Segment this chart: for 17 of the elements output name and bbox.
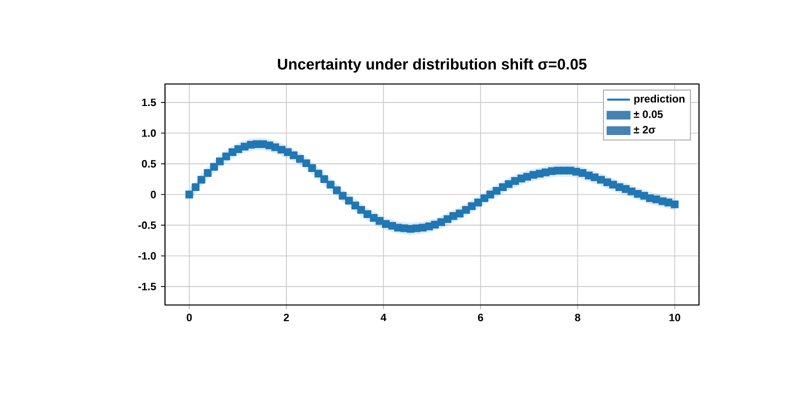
legend-label: ± 2σ [634, 126, 656, 134]
y-tick-label: 0 [150, 190, 156, 198]
y-tick-label: 0.5 [142, 160, 156, 168]
chart-title: Uncertainty under distribution shift σ=0.05 [278, 58, 587, 73]
x-tick-label: 0 [186, 314, 192, 322]
x-tick-label: 2 [284, 314, 289, 322]
x-tick-label: 6 [478, 314, 484, 322]
legend-label: ± 0.05 [634, 110, 663, 118]
x-tick-label: 8 [575, 314, 580, 322]
y-tick-label: -1.0 [138, 252, 156, 260]
legend-label: prediction [634, 94, 684, 105]
y-tick-label: -1.5 [138, 282, 156, 290]
x-tick-label: 4 [380, 314, 386, 322]
y-tick-label: 1.0 [142, 129, 156, 137]
y-tick-label: -0.5 [138, 221, 156, 229]
y-tick-label: 1.5 [142, 98, 156, 106]
x-tick-label: 10 [669, 314, 680, 322]
